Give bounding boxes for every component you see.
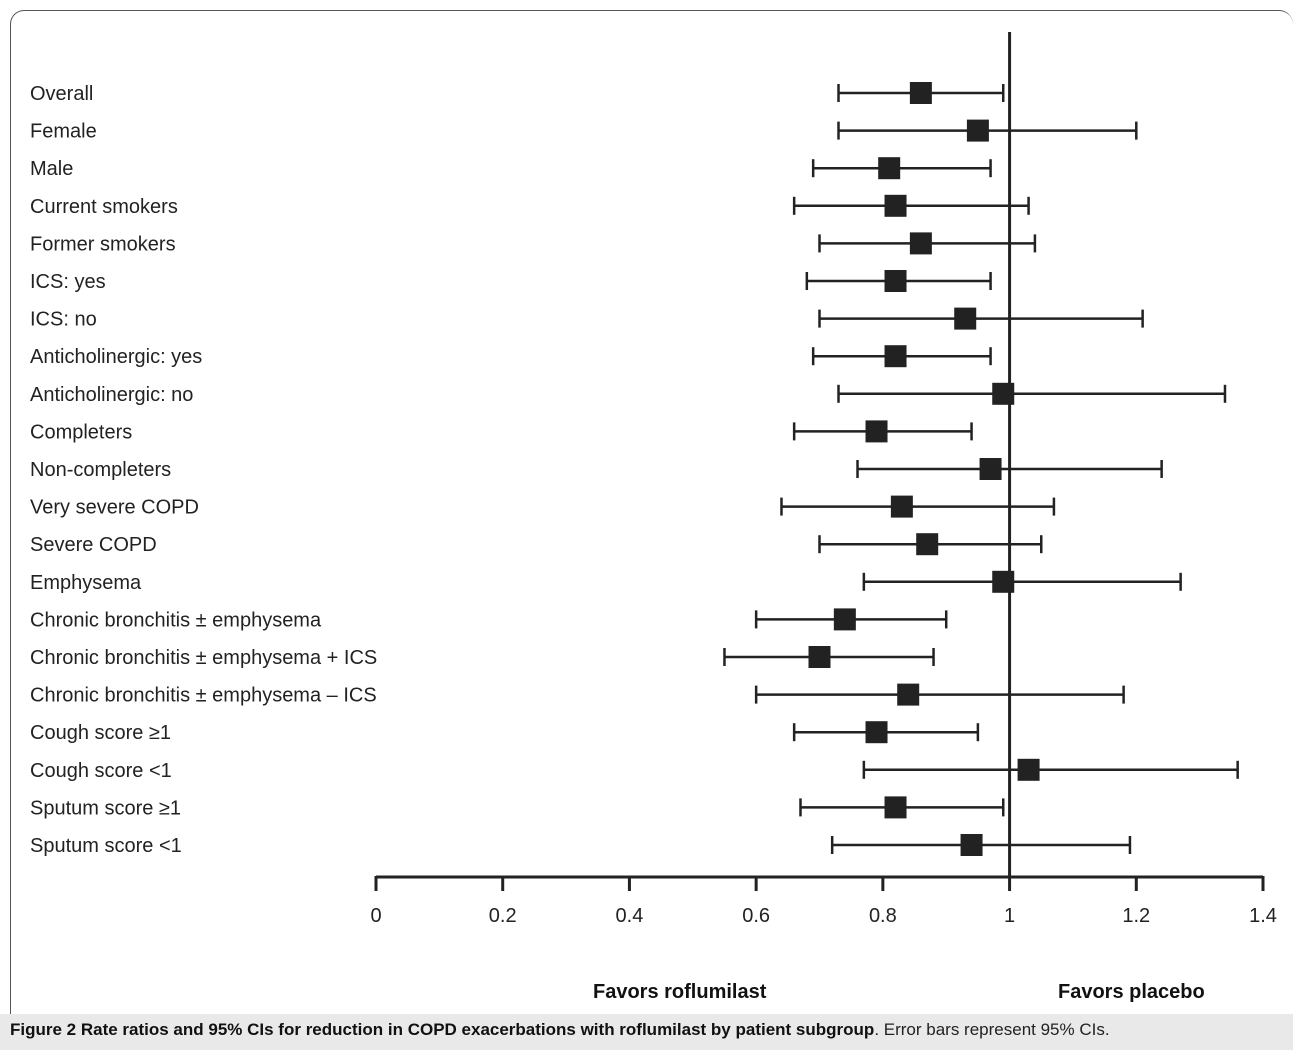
estimate-marker [884, 194, 907, 217]
x-tick-label: 0.6 [742, 905, 770, 927]
x-tick-label: 0.8 [869, 905, 897, 927]
x-tick-label: 0 [370, 905, 381, 927]
x-tick-label: 0.2 [489, 905, 517, 927]
figure-frame [10, 10, 1293, 1050]
estimate-marker [897, 683, 920, 706]
estimate-marker [884, 345, 907, 368]
subgroup-label: Chronic bronchitis ± emphysema [30, 609, 322, 631]
estimate-marker [992, 570, 1015, 593]
subgroup-label: Anticholinergic: no [30, 384, 193, 406]
subgroup-label: Very severe COPD [30, 497, 199, 519]
subgroup-label: Chronic bronchitis ± emphysema + ICS [30, 647, 377, 669]
x-tick-label: 1.4 [1249, 905, 1277, 927]
estimate-marker [890, 495, 913, 518]
estimate-marker [992, 382, 1015, 405]
estimate-marker [960, 834, 983, 856]
estimate-marker [954, 307, 977, 330]
x-tick-label: 1.2 [1122, 905, 1150, 927]
estimate-marker [966, 119, 989, 142]
x-tick-label: 0.4 [616, 905, 644, 927]
subgroup-label: Former smokers [30, 233, 176, 255]
subgroup-label: ICS: yes [30, 271, 106, 293]
subgroup-label: Sputum score ≥1 [30, 797, 181, 819]
estimate-marker [808, 646, 831, 668]
estimate-marker [865, 721, 888, 744]
favors-roflumilast-label: Favors roflumilast [593, 981, 767, 1003]
subgroup-label: Male [30, 158, 73, 180]
subgroup-label: Non-completers [30, 459, 171, 481]
estimate-marker [884, 270, 907, 292]
forest-plot: 0 0.2 0.4 0.6 0.8 1 1.2 1.4 Overall Female Male Cur… [30, 32, 1277, 927]
estimate-marker [909, 82, 932, 104]
subgroup-label: Current smokers [30, 196, 178, 218]
estimate-marker [884, 796, 907, 819]
estimate-marker [916, 533, 939, 556]
subgroup-label: Sputum score <1 [30, 835, 182, 857]
subgroup-label: Overall [30, 83, 93, 105]
estimate-marker [979, 458, 1002, 480]
subgroup-label: Emphysema [30, 572, 142, 594]
estimate-marker [865, 420, 888, 443]
subgroup-label: ICS: no [30, 309, 97, 331]
caption-text: . Error bars represent 95% CIs. [874, 1020, 1110, 1039]
subgroup-label: Chronic bronchitis ± emphysema – ICS [30, 685, 377, 707]
figure-caption: Figure 2 Rate ratios and 95% CIs for red… [10, 1020, 1110, 1040]
subgroup-label: Severe COPD [30, 534, 157, 556]
subgroup-label: Female [30, 121, 97, 143]
estimate-marker [878, 157, 901, 180]
subgroup-label: Cough score <1 [30, 760, 172, 782]
estimate-marker [909, 232, 932, 255]
subgroup-label: Completers [30, 421, 132, 443]
caption-bar [0, 1014, 1293, 1050]
subgroup-label: Anticholinergic: yes [30, 346, 202, 368]
favors-placebo-label: Favors placebo [1058, 981, 1205, 1003]
estimate-marker [1017, 758, 1040, 781]
estimate-marker [833, 608, 856, 631]
caption-title: Figure 2 Rate ratios and 95% CIs for red… [10, 1020, 875, 1039]
x-tick-label: 1 [1004, 905, 1015, 927]
subgroup-label: Cough score ≥1 [30, 722, 171, 744]
